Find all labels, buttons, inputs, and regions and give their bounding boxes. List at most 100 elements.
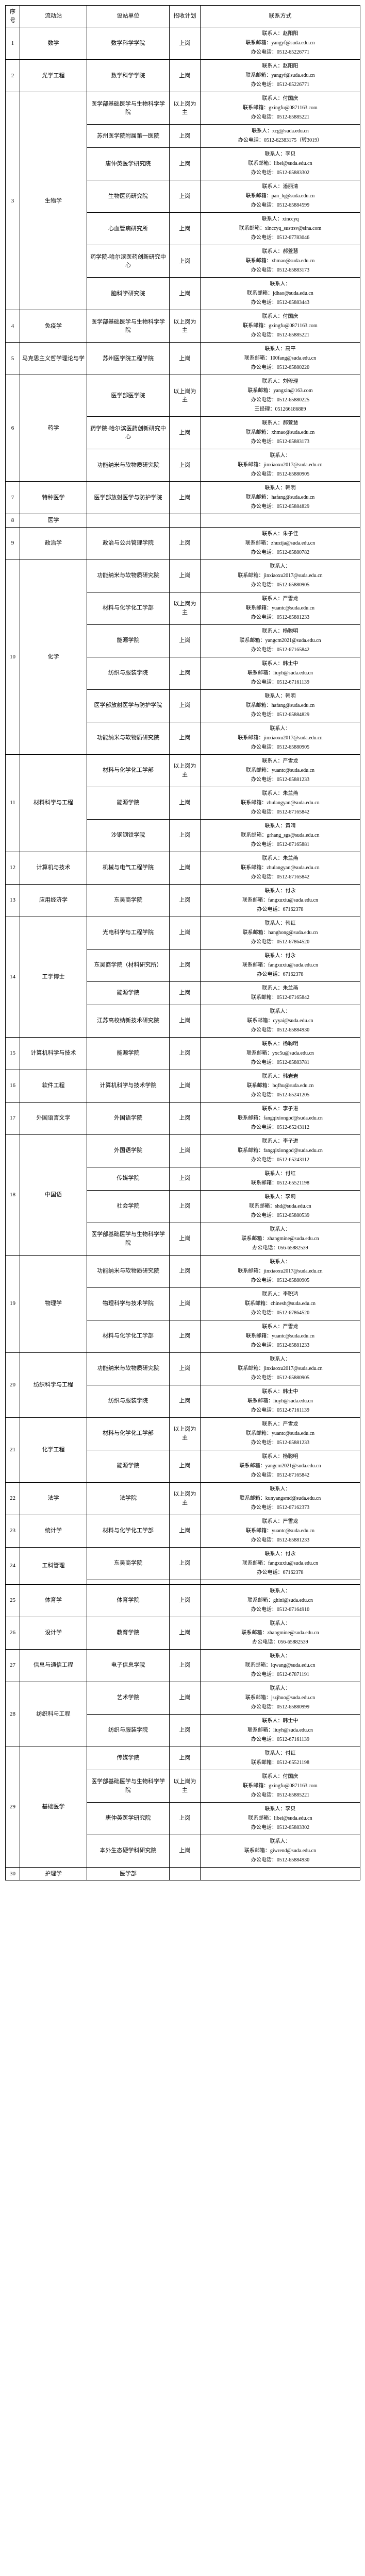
- cell-unit: 社会学院: [87, 1190, 170, 1223]
- cell-unit: 医学部基础医学与生物科学学院: [87, 92, 170, 125]
- cell-seq: 30: [6, 1867, 20, 1880]
- cell-unit: 材料与化学化工学部: [87, 1417, 170, 1450]
- cell-seq: 1: [6, 27, 20, 60]
- cell-plan: 上岗: [170, 449, 201, 482]
- table-row: 17外国语言文学外国语学院上岗联系人：李子进联系邮箱：fangqixiongod…: [6, 1102, 360, 1134]
- cell-plan: 上岗: [170, 1352, 201, 1385]
- cell-unit: 苏州医学院工程学院: [87, 343, 170, 375]
- cell-plan: 以上岗为主: [170, 92, 201, 125]
- cell-plan: 上岗: [170, 852, 201, 884]
- cell-contact: 联系人：赵阳阳联系邮箱：yangyf@suda.edu.cn办公电话：0512-…: [201, 27, 360, 60]
- cell-seq: 9: [6, 527, 20, 560]
- cell-station: 纺织科学与工程: [20, 1352, 87, 1417]
- cell-station: 工学博士: [20, 917, 87, 1037]
- cell-unit: 医学部基础医学与生物科学学院: [87, 1223, 170, 1255]
- cell-plan: 上岗: [170, 1102, 201, 1134]
- cell-unit: 传媒学院: [87, 1167, 170, 1190]
- cell-seq: 12: [6, 852, 20, 884]
- cell-plan: 上岗: [170, 1190, 201, 1223]
- cell-unit: 唐仲英医学研究院: [87, 148, 170, 180]
- header-unit: 设站单位: [87, 6, 170, 27]
- cell-plan: 以上岗为主: [170, 310, 201, 343]
- cell-contact: 联系人：付永联系邮箱：fangxuxiu@suda.edu.cn办公电话：671…: [201, 884, 360, 917]
- cell-contact: 联系人：付红联系邮箱：0512-65521198: [201, 1167, 360, 1190]
- cell-unit: 艺术学院: [87, 1682, 170, 1714]
- cell-unit: 生物医药研究院: [87, 180, 170, 213]
- cell-plan: 上岗: [170, 60, 201, 92]
- table-row: 22法学法学院以上岗为主联系人：联系邮箱：kunyangsmd@suda.edu…: [6, 1482, 360, 1515]
- cell-contact: 联系人：联系邮箱：kunyangsmd@suda.edu.cn办公电话：0512…: [201, 1482, 360, 1515]
- cell-plan: 上岗: [170, 1515, 201, 1547]
- cell-unit: 功能纳米与软物质研究院: [87, 1352, 170, 1385]
- table-row: 1数学数学科学学院上岗联系人：赵阳阳联系邮箱：yangyf@suda.edu.c…: [6, 27, 360, 60]
- cell-station: 软件工程: [20, 1070, 87, 1102]
- cell-unit: 物理科学与技术学院: [87, 1287, 170, 1320]
- cell-station: 法学: [20, 1482, 87, 1515]
- cell-plan: 上岗: [170, 1167, 201, 1190]
- cell-unit: 数学科学学院: [87, 60, 170, 92]
- header-seq: 序号: [6, 6, 20, 27]
- cell-contact: 联系人：付红联系邮箱：0512-65521198: [201, 1747, 360, 1770]
- cell-contact: 联系人：联系邮箱：jinxiaoxu2017@suda.edu.cn办公电话：0…: [201, 722, 360, 754]
- cell-unit: 材料与化学化工学部: [87, 1515, 170, 1547]
- cell-station: 计算机科学与技术: [20, 1037, 87, 1070]
- header-station: 流动站: [20, 6, 87, 27]
- header-row: 序号 流动站 设站单位 招收计划 联系方式: [6, 6, 360, 27]
- cell-station: 体育学: [20, 1584, 87, 1617]
- cell-seq: 24: [6, 1547, 20, 1584]
- cell-contact: 联系人：严雪龙联系邮箱：yuantc@suda.edu.cn办公电话：0512-…: [201, 754, 360, 787]
- table-row: 30护理学医学部: [6, 1867, 360, 1880]
- cell-unit: 能源学院: [87, 1450, 170, 1482]
- cell-plan: 上岗: [170, 527, 201, 560]
- cell-unit: 纺织与服装学院: [87, 657, 170, 689]
- table-row: 24工科管理东吴商学院上岗联系人：付永联系邮箱：fangxuxiu@suda.e…: [6, 1547, 360, 1580]
- cell-unit: 法学院: [87, 1482, 170, 1515]
- cell-seq: 6: [6, 375, 20, 482]
- table-row: 18中国语外国语学院上岗联系人：李子进联系邮箱：fangqixiongod@su…: [6, 1134, 360, 1167]
- cell-contact: 联系人：李贝联系邮箱：libei@suda.edu.cn办公电话：0512-65…: [201, 1802, 360, 1835]
- cell-contact: 联系人：黄晴联系邮箱：grhang_sgs@suda.edu.cn办公电话：05…: [201, 819, 360, 852]
- cell-unit: 能源学院: [87, 1037, 170, 1070]
- cell-plan: 以上岗为主: [170, 754, 201, 787]
- cell-contact: 联系人：朱兰燕联系邮箱：zhulangyan@suda.edu.cn办公电话：0…: [201, 852, 360, 884]
- cell-unit: 体育学院: [87, 1584, 170, 1617]
- cell-seq: 27: [6, 1649, 20, 1682]
- cell-plan: 以上岗为主: [170, 1770, 201, 1802]
- cell-contact: 联系人：付永联系邮箱：fangxuxiu@suda.edu.cn办公电话：671…: [201, 949, 360, 981]
- cell-contact: 联系人：联系邮箱：jszjhuo@suda.edu.cn办公电话：0512-65…: [201, 1682, 360, 1714]
- table-row: 10化学功能纳米与软物质研究院上岗联系人：联系邮箱：jinxiaoxu2017@…: [6, 560, 360, 592]
- cell-unit: 能源学院: [87, 981, 170, 1005]
- table-row: 25体育学体育学院上岗联系人：联系邮箱：ghini@suda.edu.cn办公电…: [6, 1584, 360, 1617]
- cell-station: 马克思主义哲学理论与学: [20, 343, 87, 375]
- cell-seq: 17: [6, 1102, 20, 1134]
- cell-plan: [170, 514, 201, 528]
- cell-contact: 联系人：韩红联系邮箱：hanghong@suda.edu.cn办公电话：0512…: [201, 917, 360, 949]
- cell-plan: 以上岗为主: [170, 592, 201, 624]
- cell-plan: 上岗: [170, 819, 201, 852]
- cell-unit: 材料与化学化工学部: [87, 1320, 170, 1352]
- cell-unit: 外国语学院: [87, 1102, 170, 1134]
- cell-station: 化学: [20, 560, 87, 754]
- cell-seq: 19: [6, 1255, 20, 1352]
- cell-plan: 以上岗为主: [170, 1482, 201, 1515]
- cell-plan: 上岗: [170, 1320, 201, 1352]
- cell-unit: 传媒学院: [87, 1747, 170, 1770]
- cell-unit: 沙钢钢铁学院: [87, 819, 170, 852]
- cell-plan: 上岗: [170, 689, 201, 722]
- cell-contact: 联系人：韩士中联系邮箱：liuyh@suda.edu.cn办公电话：0512-6…: [201, 657, 360, 689]
- cell-plan: 上岗: [170, 949, 201, 981]
- cell-plan: 以上岗为主: [170, 1417, 201, 1450]
- cell-seq: 15: [6, 1037, 20, 1070]
- cell-station: 数学: [20, 27, 87, 60]
- table-row: 15计算机科学与技术能源学院上岗联系人：杨聪明联系邮箱：yxc5u@suda.e…: [6, 1037, 360, 1070]
- cell-contact: 联系人：刘修理联系邮箱：yangxin@163.com办公电话：0512-658…: [201, 375, 360, 417]
- cell-station: 材料科学与工程: [20, 754, 87, 852]
- cell-contact: 联系人：联系邮箱：zhangmine@suda.edu.cn办公电话：056-6…: [201, 1617, 360, 1649]
- cell-plan: 上岗: [170, 482, 201, 514]
- cell-seq: 29: [6, 1747, 20, 1867]
- cell-unit: 医学部: [87, 1867, 170, 1880]
- cell-station: 护理学: [20, 1867, 87, 1880]
- cell-plan: 上岗: [170, 1223, 201, 1255]
- cell-station: 计算机与技术: [20, 852, 87, 884]
- cell-unit: 功能纳米与软物质研究院: [87, 722, 170, 754]
